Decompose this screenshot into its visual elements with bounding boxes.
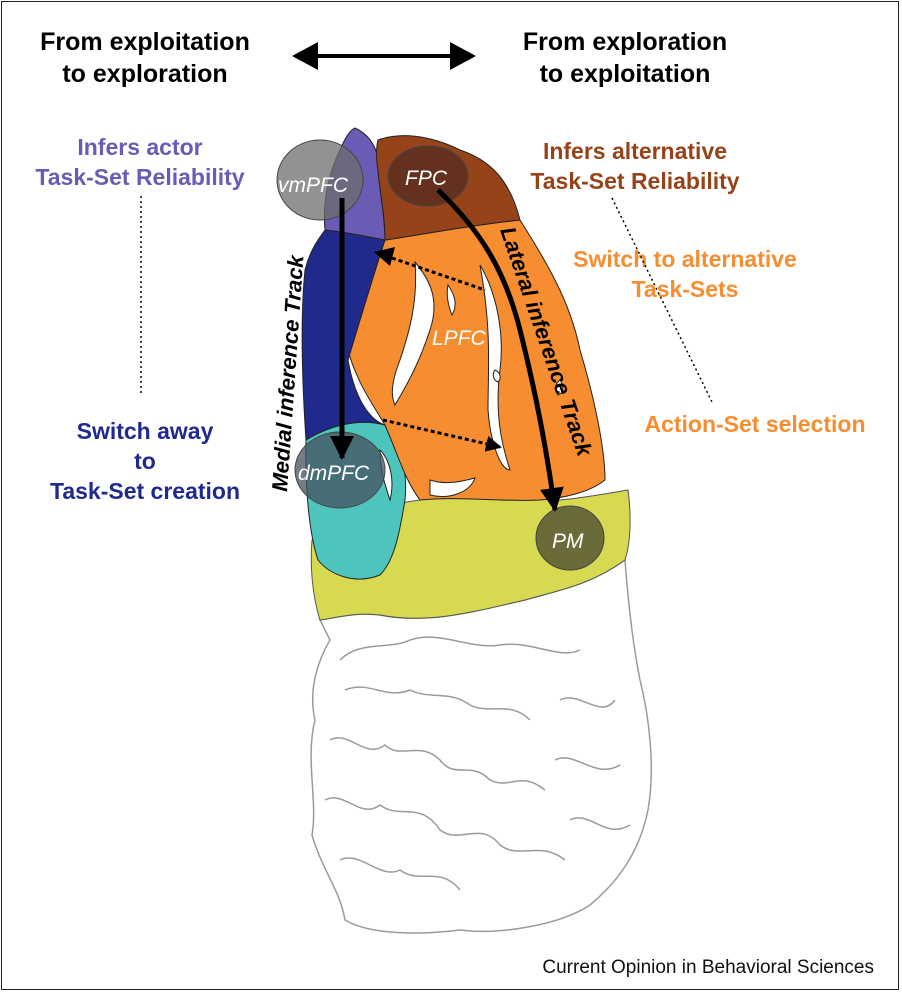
- sulci: [379, 260, 564, 502]
- header-left-line2: to exploration: [62, 60, 228, 88]
- label-dmpfc: dmPFC: [298, 462, 370, 485]
- dotted-arrow-upper: [374, 247, 486, 292]
- brain-outline: [310, 558, 653, 934]
- double-arrow-icon: [292, 42, 476, 70]
- label-switch-alternative-line1: Switch to alternative: [573, 246, 797, 272]
- label-infers-actor-line1: Infers actor: [77, 134, 203, 160]
- label-lpfc: LPFC: [432, 327, 487, 350]
- label-switch-away-line1: Switch away: [76, 418, 214, 444]
- label-action-set: Action-Set selection: [620, 409, 890, 439]
- label-infers-alternative: Infers alternative Task-Set Reliability: [500, 136, 770, 196]
- pm-marker: [535, 505, 605, 571]
- label-switch-alternative: Switch to alternative Task-Sets: [550, 244, 820, 304]
- lateral-track-arrow: [436, 188, 564, 512]
- label-switch-away-line3: Task-Set creation: [49, 478, 241, 504]
- header-left-line1: From exploitation: [40, 28, 250, 56]
- label-infers-actor-line2: Task-Set Reliability: [35, 164, 245, 190]
- label-switch-away: Switch away to Task-Set creation: [25, 416, 265, 506]
- label-switch-alternative-line2: Task-Sets: [631, 276, 739, 302]
- header-right-line2: to exploitation: [539, 60, 711, 88]
- label-infers-alternative-line1: Infers alternative: [542, 138, 728, 164]
- label-switch-away-line2: to: [134, 448, 156, 474]
- header-right-line1: From exploration: [522, 28, 728, 56]
- dotted-arrow-lower: [382, 418, 502, 452]
- dotted-connector-right: [611, 197, 713, 403]
- label-fpc: FPC: [405, 167, 448, 190]
- label-infers-actor: Infers actor Task-Set Reliability: [20, 132, 260, 192]
- region-markers: [276, 139, 605, 571]
- header-right: From exploration to exploitation: [500, 26, 750, 90]
- fpc-marker: [387, 145, 469, 207]
- credit-line: Current Opinion in Behavioral Sciences: [542, 957, 874, 978]
- header-left: From exploitation to exploration: [20, 26, 270, 90]
- label-infers-alternative-line2: Task-Set Reliability: [530, 168, 740, 194]
- label-action-set-line1: Action-Set selection: [644, 411, 866, 437]
- label-pm: PM: [552, 530, 584, 553]
- label-vmpfc: vmPFC: [278, 174, 349, 197]
